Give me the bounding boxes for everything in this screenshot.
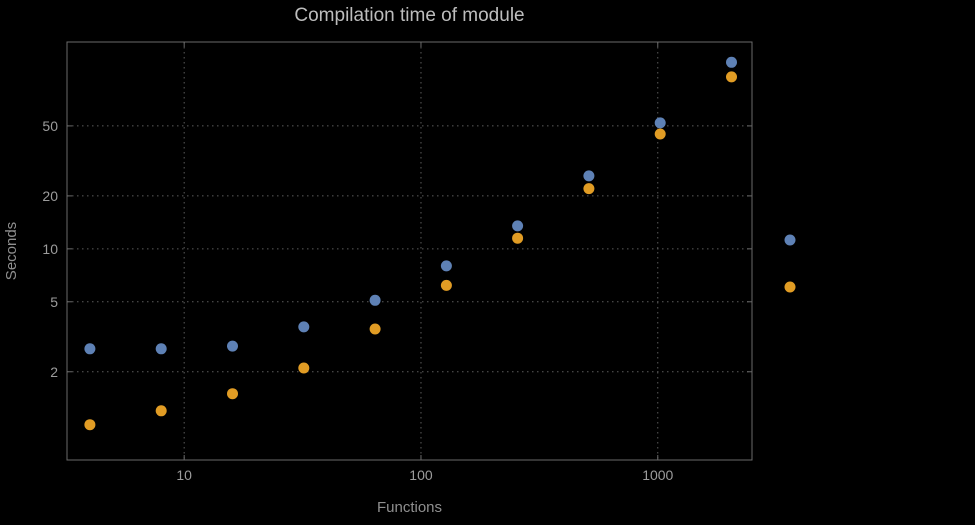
- x-tick-label: 10: [176, 467, 192, 483]
- data-point-series-1: [512, 220, 524, 232]
- x-tick-label: 1000: [642, 467, 673, 483]
- y-tick-label: 20: [42, 188, 58, 204]
- data-point-series-2: [654, 128, 666, 140]
- data-point-series-2: [227, 388, 238, 400]
- data-point-series-2: [84, 419, 96, 431]
- data-point-series-1: [298, 321, 310, 333]
- data-point-series-1: [227, 340, 238, 352]
- legend-marker-1: [784, 234, 796, 246]
- y-tick-label: 5: [50, 294, 58, 310]
- data-point-series-1: [84, 343, 96, 355]
- x-tick-label: 100: [409, 467, 433, 483]
- data-point-series-2: [583, 183, 595, 195]
- data-point-series-1: [369, 294, 381, 306]
- y-tick-label: 50: [42, 118, 58, 134]
- data-point-series-1: [583, 170, 595, 182]
- legend-marker-2: [784, 281, 796, 293]
- data-point-series-2: [512, 232, 524, 244]
- data-point-series-1: [440, 260, 452, 272]
- y-tick-label: 10: [42, 241, 58, 257]
- data-point-series-1: [726, 56, 737, 68]
- y-tick-label: 2: [50, 364, 58, 380]
- data-point-series-2: [440, 279, 452, 291]
- y-axis-label: Seconds: [3, 221, 20, 281]
- x-axis-label: Functions: [376, 499, 443, 516]
- data-point-series-1: [155, 343, 167, 355]
- data-point-series-2: [155, 405, 167, 417]
- plot-frame: [66, 41, 753, 461]
- chart-title: Compilation time of module: [294, 5, 525, 26]
- data-point-series-1: [654, 117, 666, 129]
- data-point-series-2: [726, 71, 737, 83]
- data-point-series-2: [298, 362, 310, 374]
- data-point-series-2: [369, 323, 381, 335]
